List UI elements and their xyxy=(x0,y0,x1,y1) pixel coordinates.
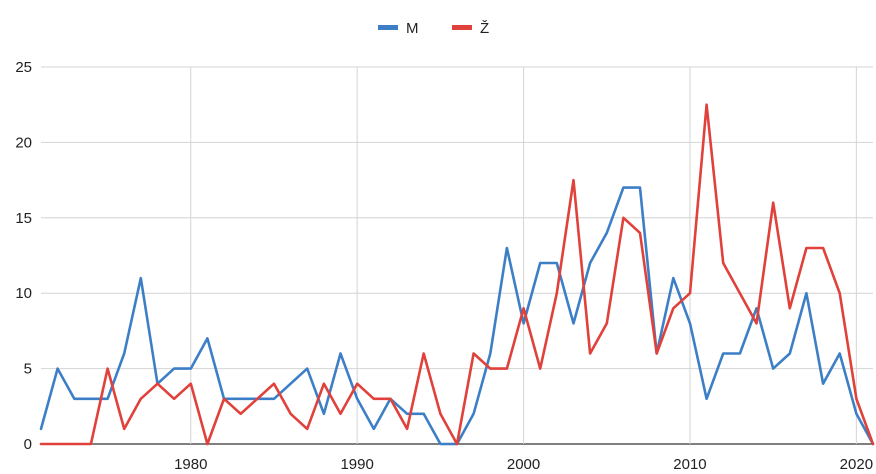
x-tick-label: 1980 xyxy=(174,456,207,473)
y-tick-label: 20 xyxy=(15,134,32,151)
y-tick-label: 15 xyxy=(15,210,32,227)
y-tick-label: 25 xyxy=(15,59,32,76)
legend-swatch-z xyxy=(452,25,472,30)
series-line-m xyxy=(39,186,875,446)
chart-gridlines xyxy=(41,66,873,445)
chart-series-lines xyxy=(39,103,875,446)
y-axis-tick-labels: 0 5 10 15 20 25 xyxy=(15,59,32,453)
chart-legend: M Ž xyxy=(378,20,489,37)
y-tick-label: 0 xyxy=(24,436,32,453)
y-tick-label: 10 xyxy=(15,285,32,302)
legend-label-z: Ž xyxy=(480,20,489,37)
x-tick-label: 2020 xyxy=(840,456,873,473)
y-tick-label: 5 xyxy=(24,361,32,378)
legend-swatch-m xyxy=(378,25,398,30)
x-tick-label: 2000 xyxy=(507,456,540,473)
legend-label-m: M xyxy=(406,20,419,37)
x-tick-label: 1990 xyxy=(340,456,373,473)
x-axis-tick-labels: 1980 1990 2000 2010 2020 xyxy=(174,456,873,473)
series-line-z xyxy=(39,103,875,446)
x-tick-label: 2010 xyxy=(673,456,706,473)
